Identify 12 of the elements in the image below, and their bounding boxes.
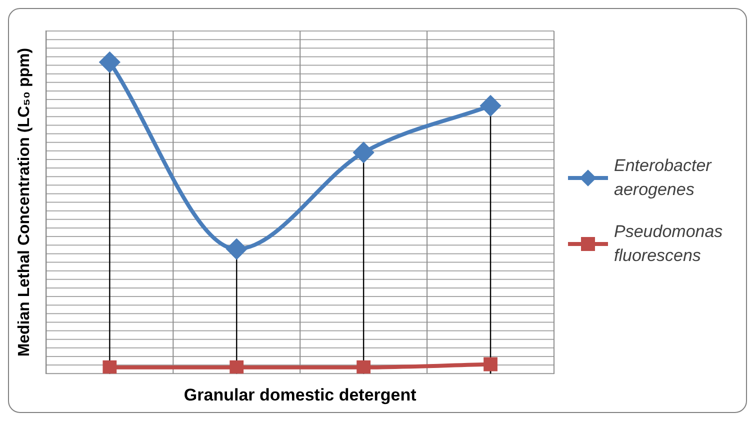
point [100,52,120,72]
point [102,360,117,374]
point [484,357,498,372]
point [480,96,501,116]
point [354,142,374,162]
x-axis-title: Granular domestic detergent [184,385,417,404]
point [226,239,247,260]
legend-label: Enterobacter aerogenes [614,154,713,200]
y-axis-title: Median Lethal Concentration (LC₅₀ ppm) [16,48,34,357]
point [230,360,244,374]
point [356,360,371,374]
legend-label: Pseudomonas fluorescens [614,220,724,266]
